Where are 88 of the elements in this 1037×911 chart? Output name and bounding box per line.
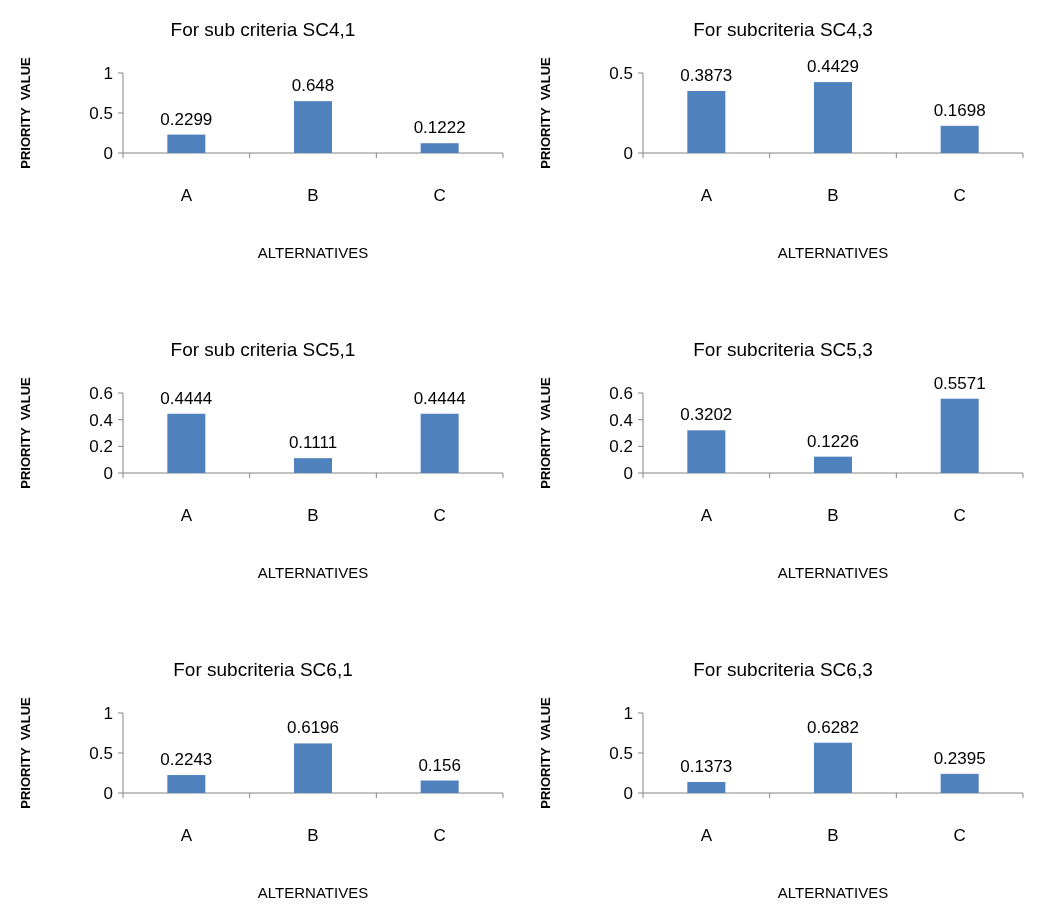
bar [167, 134, 206, 153]
data-label: 0.2243 [160, 750, 213, 770]
x-tick-label: B [827, 826, 839, 845]
bar [814, 456, 852, 473]
y-axis-title: PRIORITY VALUE [538, 696, 553, 809]
y-tick-label: 0.2 [89, 437, 113, 457]
bar [420, 780, 459, 793]
x-tick-label: A [700, 186, 713, 205]
y-tick-label: 0 [103, 463, 113, 483]
bar [814, 82, 852, 153]
chart-title: For subcriteria SC4,3 [693, 19, 873, 40]
data-label: 0.5571 [933, 373, 986, 393]
y-axis-title: PRIORITY VALUE [538, 56, 553, 169]
y-tick-label: 0.6 [89, 383, 113, 403]
data-label: 0.648 [291, 76, 335, 96]
data-label: 0.3873 [680, 66, 733, 86]
y-tick-label: 0.5 [609, 63, 633, 83]
y-tick-label: 0.6 [609, 383, 633, 403]
bar [420, 143, 459, 153]
y-tick-label: 0 [623, 463, 633, 483]
data-label: 0.1226 [807, 431, 859, 451]
y-axis-title: PRIORITY VALUE [18, 376, 33, 489]
y-axis-title: PRIORITY VALUE [18, 56, 33, 169]
x-tick-label: C [433, 826, 446, 845]
y-axis-title: PRIORITY VALUE [18, 696, 33, 809]
x-tick-label: C [433, 506, 446, 525]
x-axis-title: ALTERNATIVES [257, 244, 369, 261]
y-tick-label: 0.5 [609, 743, 633, 763]
data-label: 0.1698 [933, 100, 986, 120]
y-tick-label: 0 [103, 143, 113, 163]
y-tick-label: 0.5 [89, 103, 113, 123]
x-tick-label: B [827, 506, 839, 525]
y-tick-label: 0.4 [609, 410, 633, 430]
data-label: 0.1111 [288, 433, 338, 453]
data-label: 0.4444 [413, 388, 466, 408]
x-tick-label: A [180, 826, 193, 845]
x-tick-label: A [700, 506, 713, 525]
x-tick-label: A [180, 506, 193, 525]
y-tick-label: 0.4 [89, 410, 113, 430]
y-tick-label: 0.5 [89, 743, 113, 763]
data-label: 0.3202 [680, 405, 733, 425]
x-axis-title: ALTERNATIVES [257, 884, 369, 901]
x-tick-label: C [953, 826, 966, 845]
y-axis-title: PRIORITY VALUE [538, 376, 553, 489]
y-tick-label: 1 [103, 703, 113, 723]
data-label: 0.2395 [933, 748, 986, 768]
data-label: 0.1222 [413, 118, 466, 138]
x-axis-title: ALTERNATIVES [257, 564, 369, 581]
data-label: 0.156 [418, 755, 461, 775]
chart-title: For sub criteria SC5,1 [170, 339, 356, 360]
data-label: 0.4444 [160, 388, 213, 408]
x-axis-title: ALTERNATIVES [777, 884, 889, 901]
x-tick-label: C [953, 186, 966, 205]
x-tick-label: B [307, 186, 319, 205]
x-tick-label: C [953, 506, 966, 525]
x-tick-label: B [307, 826, 319, 845]
y-tick-label: 0 [623, 783, 633, 803]
y-tick-label: 0.2 [609, 437, 633, 457]
y-tick-label: 1 [103, 63, 113, 83]
y-tick-label: 0 [103, 783, 113, 803]
x-tick-label: A [700, 826, 713, 845]
data-label: 0.4429 [807, 57, 859, 77]
bar [294, 101, 332, 153]
x-tick-label: B [827, 186, 839, 205]
data-label: 0.6196 [287, 718, 339, 738]
data-label: 0.6282 [807, 717, 859, 737]
x-tick-label: C [433, 186, 446, 205]
y-tick-label: 1 [623, 703, 633, 723]
x-axis-title: ALTERNATIVES [777, 564, 889, 581]
data-label: 0.2299 [160, 109, 213, 129]
bar [814, 742, 852, 793]
bar [294, 743, 332, 793]
chart-title: For subcriteria SC6,3 [693, 659, 873, 680]
x-tick-label: B [307, 506, 319, 525]
chart-title: For subcriteria SC6,1 [173, 659, 353, 680]
chart-title: For subcriteria SC5,3 [693, 339, 873, 360]
bar [687, 430, 726, 473]
bar [687, 91, 726, 153]
chart-title: For sub criteria SC4,1 [170, 19, 356, 40]
data-label: 0.1373 [680, 757, 733, 777]
bar [940, 398, 979, 473]
bar [167, 775, 206, 793]
bar [687, 782, 726, 793]
x-tick-label: A [180, 186, 193, 205]
bar [940, 773, 979, 793]
bar [940, 125, 979, 153]
y-tick-label: 0 [623, 143, 633, 163]
x-axis-title: ALTERNATIVES [777, 244, 889, 261]
